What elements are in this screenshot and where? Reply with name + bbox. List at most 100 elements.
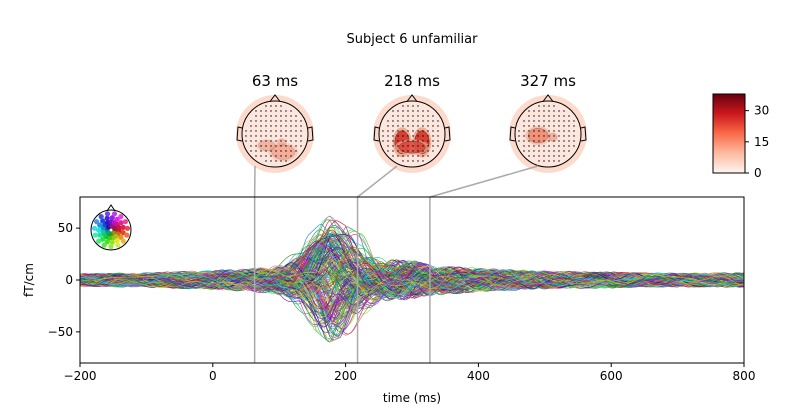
sensor-dot bbox=[255, 150, 257, 152]
sensor-dot bbox=[295, 140, 297, 142]
sensor-dot bbox=[538, 140, 540, 142]
sensor-dot bbox=[280, 115, 282, 117]
sensor-dot bbox=[265, 155, 267, 157]
sensor-color-dot bbox=[120, 238, 126, 244]
colorbar-tick-label: 30 bbox=[754, 104, 769, 118]
nose bbox=[542, 94, 554, 102]
sensor-dot bbox=[422, 125, 424, 127]
sensor-dot bbox=[563, 115, 565, 117]
sensor-dot bbox=[285, 115, 287, 117]
channel-trace bbox=[80, 244, 744, 296]
sensor-dot bbox=[528, 125, 530, 127]
sensor-dot bbox=[285, 130, 287, 132]
sensor-dot bbox=[558, 110, 560, 112]
right-ear bbox=[444, 126, 451, 142]
sensor-dot bbox=[407, 110, 409, 112]
sensor-dot bbox=[533, 140, 535, 142]
sensor-dot bbox=[402, 155, 404, 157]
sensor-dot bbox=[563, 125, 565, 127]
sensor-dot bbox=[387, 125, 389, 127]
sensor-dot bbox=[265, 110, 267, 112]
sensor-color-dot bbox=[104, 239, 110, 245]
sensor-dot bbox=[255, 145, 257, 147]
sensor-dot bbox=[548, 155, 550, 157]
sensor-dot bbox=[518, 130, 520, 132]
sensor-dot bbox=[417, 125, 419, 127]
sensor-dot bbox=[412, 150, 414, 152]
sensor-dot bbox=[548, 125, 550, 127]
topomap-connector-lines bbox=[253, 165, 539, 198]
sensor-color-dot bbox=[112, 225, 118, 231]
sensor-dot bbox=[417, 120, 419, 122]
sensor-dot bbox=[392, 130, 394, 132]
channel-trace bbox=[80, 242, 744, 291]
sensor-dot bbox=[270, 105, 272, 107]
sensor-dot bbox=[417, 105, 419, 107]
sensor-dot bbox=[432, 115, 434, 117]
sensor-dot bbox=[553, 135, 555, 137]
sensor-dot bbox=[260, 140, 262, 142]
sensor-color-dot bbox=[104, 211, 111, 217]
sensor-dot bbox=[270, 150, 272, 152]
sensor-dot bbox=[427, 115, 429, 117]
x-tick-label: 800 bbox=[733, 369, 756, 383]
connector-line bbox=[357, 165, 398, 198]
sensor-dot bbox=[558, 155, 560, 157]
sensor-dot bbox=[523, 145, 525, 147]
sensor-dot bbox=[412, 145, 414, 147]
topomap-field bbox=[236, 95, 314, 173]
sensor-dot bbox=[265, 135, 267, 137]
sensor-dot bbox=[528, 150, 530, 152]
sensor-color-dot bbox=[118, 234, 124, 240]
topomap-blob-core bbox=[277, 138, 286, 146]
sensor-dot bbox=[427, 110, 429, 112]
topomap-blob-core bbox=[258, 140, 276, 151]
sensor-dot bbox=[285, 140, 287, 142]
sensor-dot bbox=[407, 105, 409, 107]
sensor-dot bbox=[553, 110, 555, 112]
sensor-dot bbox=[437, 135, 439, 137]
sensor-dot bbox=[387, 120, 389, 122]
sensor-dot bbox=[295, 125, 297, 127]
sensor-dot bbox=[422, 150, 424, 152]
sensor-dot bbox=[280, 160, 282, 162]
sensor-dot bbox=[548, 120, 550, 122]
sensor-dot bbox=[270, 160, 272, 162]
sensor-dot bbox=[245, 130, 247, 132]
sensor-dot bbox=[528, 140, 530, 142]
sensor-dot bbox=[432, 130, 434, 132]
sensor-dot bbox=[255, 125, 257, 127]
sensor-dot bbox=[563, 110, 565, 112]
sensor-dot bbox=[255, 130, 257, 132]
sensor-color-dot bbox=[114, 216, 120, 222]
sensor-dot bbox=[543, 160, 545, 162]
sensor-dot bbox=[412, 120, 414, 122]
sensor-dot bbox=[397, 110, 399, 112]
sensor-dot bbox=[563, 130, 565, 132]
sensor-dot bbox=[290, 140, 292, 142]
sensor-dot bbox=[558, 115, 560, 117]
sensor-dot bbox=[553, 120, 555, 122]
x-tick-label: −200 bbox=[64, 369, 97, 383]
sensor-dot bbox=[300, 130, 302, 132]
sensor-dot bbox=[533, 130, 535, 132]
sensor-color-dot bbox=[97, 232, 103, 238]
sensor-color-dot bbox=[116, 224, 122, 231]
sensor-dot bbox=[437, 145, 439, 147]
sensor-color-dot bbox=[96, 227, 102, 233]
nose bbox=[269, 94, 281, 102]
sensor-color-dot bbox=[92, 232, 98, 238]
y-axis: −50 0 50 bbox=[48, 221, 80, 339]
sensor-dot bbox=[427, 135, 429, 137]
sensor-dot bbox=[533, 115, 535, 117]
sensor-dot bbox=[407, 150, 409, 152]
sensor-dot bbox=[412, 155, 414, 157]
y-tick-label: 0 bbox=[65, 273, 73, 287]
left-ear bbox=[509, 126, 516, 142]
sensor-dot bbox=[538, 110, 540, 112]
sensor-dot bbox=[387, 145, 389, 147]
sensor-dot bbox=[573, 135, 575, 137]
colorbar-tick-label: 0 bbox=[754, 166, 762, 180]
sensor-dot bbox=[275, 125, 277, 127]
sensor-dot bbox=[402, 140, 404, 142]
